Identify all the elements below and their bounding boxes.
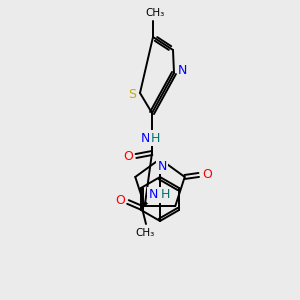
Text: N: N <box>157 160 167 172</box>
Text: CH₃: CH₃ <box>146 8 165 18</box>
Text: N: N <box>177 64 187 77</box>
Text: S: S <box>128 88 136 100</box>
Text: O: O <box>123 151 133 164</box>
Text: H: H <box>160 188 170 202</box>
Text: O: O <box>202 169 212 182</box>
Text: O: O <box>115 194 125 208</box>
Text: N: N <box>140 131 150 145</box>
Text: N: N <box>148 188 158 202</box>
Text: H: H <box>150 131 160 145</box>
Text: CH₃: CH₃ <box>135 228 154 238</box>
